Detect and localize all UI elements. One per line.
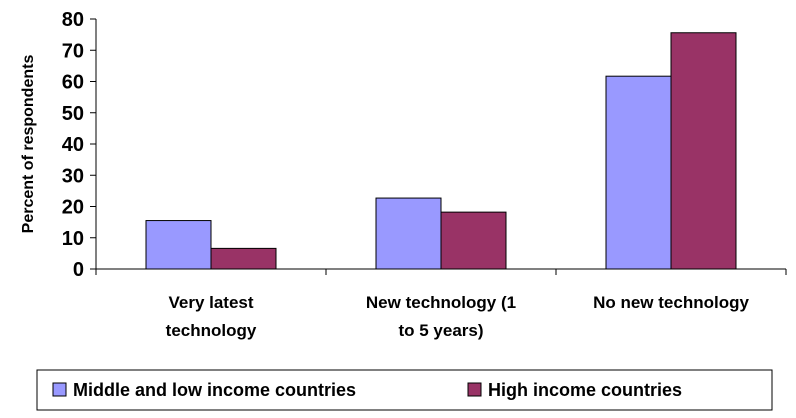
y-tick-label: 30 — [62, 165, 84, 187]
x-category-label: No new technology — [593, 293, 749, 312]
legend-label: High income countries — [488, 380, 682, 400]
legend-swatch — [467, 382, 482, 397]
bar — [605, 75, 672, 270]
legend-box — [36, 369, 773, 411]
bar — [375, 197, 442, 270]
x-category-label: New technology (1 — [366, 293, 516, 312]
bar — [145, 220, 212, 270]
y-tick-label: 10 — [62, 228, 84, 250]
x-axis-ticks — [95, 269, 787, 275]
y-tick-label: 40 — [62, 134, 84, 156]
y-tick-label: 0 — [73, 259, 84, 281]
y-tick-label: 20 — [62, 197, 84, 219]
y-tick-label: 60 — [62, 72, 84, 94]
category-labels: Very latest technology New technology (1 to… — [166, 293, 750, 340]
legend: Middle and low income countries High inco… — [36, 369, 773, 411]
x-category-label: Very latest — [168, 293, 253, 312]
x-category-label: technology — [166, 321, 257, 340]
bar — [210, 247, 277, 270]
bars — [145, 32, 737, 270]
bar — [670, 32, 737, 270]
y-tick-label: 80 — [62, 9, 84, 31]
y-axis-title: Percent of respondents — [20, 55, 37, 234]
y-axis-ticks: 0 10 20 30 40 50 60 70 80 — [62, 9, 96, 281]
y-tick-label: 70 — [62, 40, 84, 62]
legend-swatch — [52, 382, 67, 397]
y-tick-label: 50 — [62, 103, 84, 125]
bar — [440, 211, 507, 270]
legend-label: Middle and low income countries — [73, 380, 356, 400]
x-category-label: to 5 years) — [398, 321, 483, 340]
